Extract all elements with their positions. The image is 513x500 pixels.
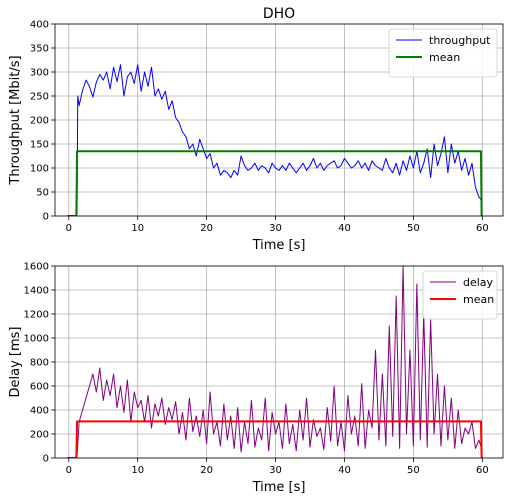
y-tick-label: 200 bbox=[30, 116, 49, 127]
y-tick-label: 250 bbox=[30, 92, 49, 103]
series-line-throughput bbox=[76, 64, 483, 214]
x-tick-label: 10 bbox=[131, 465, 144, 476]
x-axis-label: Time [s] bbox=[252, 480, 306, 495]
x-tick-label: 30 bbox=[269, 223, 282, 234]
chart-title: DHO bbox=[263, 6, 295, 22]
y-tick-label: 400 bbox=[30, 406, 49, 417]
legend-label-delay: delay bbox=[463, 276, 494, 289]
y-tick-label: 1400 bbox=[24, 286, 49, 297]
y-axis-label: Throughput [Mbit/s] bbox=[8, 55, 23, 185]
x-tick-label: 40 bbox=[338, 465, 351, 476]
y-tick-label: 1000 bbox=[24, 334, 49, 345]
series-line-mean bbox=[67, 420, 483, 458]
y-axis-label: Delay [ms] bbox=[8, 327, 23, 398]
x-tick-label: 20 bbox=[200, 465, 213, 476]
x-tick-label: 60 bbox=[476, 223, 489, 234]
x-tick-label: 30 bbox=[269, 465, 282, 476]
throughput-chart: 0 10 20 30 40 50 60 0 50 100 150 200 250 300 350 400 Tim… bbox=[8, 6, 504, 253]
y-tick-label: 800 bbox=[30, 358, 49, 369]
y-tick-label: 400 bbox=[30, 20, 49, 31]
y-tick-label: 1600 bbox=[24, 262, 49, 273]
x-tick-label: 10 bbox=[131, 223, 144, 234]
x-tick-label: 50 bbox=[407, 465, 420, 476]
x-tick-label: 40 bbox=[338, 223, 351, 234]
y-tick-label: 1200 bbox=[24, 310, 49, 321]
legend: delay mean bbox=[422, 270, 498, 320]
y-tick-label: 300 bbox=[30, 68, 49, 79]
y-tick-label: 150 bbox=[30, 140, 49, 151]
x-tick-label: 50 bbox=[407, 223, 420, 234]
y-tick-label: 200 bbox=[30, 430, 49, 441]
y-tick-label: 100 bbox=[30, 164, 49, 175]
legend-label-mean: mean bbox=[463, 293, 494, 306]
y-tick-label: 0 bbox=[43, 212, 49, 223]
legend-label-throughput: throughput bbox=[429, 34, 491, 47]
y-tick-label: 50 bbox=[36, 188, 49, 199]
x-tick-label: 0 bbox=[66, 465, 72, 476]
series-line-mean bbox=[67, 150, 483, 216]
x-tick-label: 60 bbox=[476, 465, 489, 476]
x-tick-label: 0 bbox=[66, 223, 72, 234]
x-axis-label: Time [s] bbox=[252, 238, 306, 253]
x-tick-label: 20 bbox=[200, 223, 213, 234]
y-tick-label: 0 bbox=[43, 454, 49, 465]
legend-label-mean: mean bbox=[429, 51, 460, 64]
legend-box bbox=[422, 270, 498, 320]
y-tick-label: 350 bbox=[30, 44, 49, 55]
y-tick-label: 600 bbox=[30, 382, 49, 393]
legend-box bbox=[388, 28, 498, 78]
legend: throughput mean bbox=[388, 28, 498, 78]
delay-chart: 0 10 20 30 40 50 60020040060080010001200140016… bbox=[8, 262, 504, 495]
